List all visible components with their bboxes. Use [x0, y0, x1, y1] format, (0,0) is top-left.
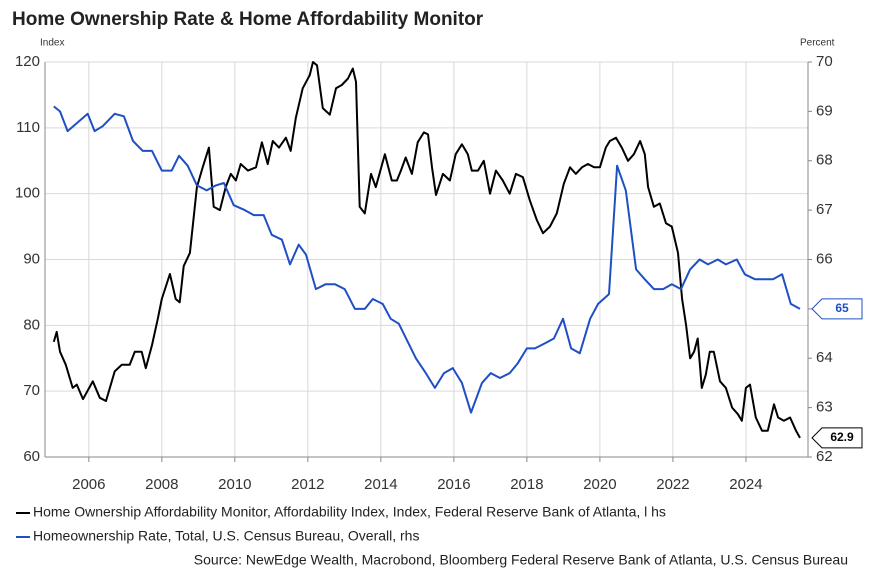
chart-title: Home Ownership Rate & Home Affordability…: [12, 9, 484, 30]
end-label: 65: [835, 301, 849, 315]
y-tick-label: 80: [23, 316, 40, 333]
y-tick-label: 90: [23, 250, 40, 267]
x-tick-label: 2010: [218, 476, 251, 493]
y-axis-label: Index: [40, 38, 64, 49]
x-tick-label: 2008: [145, 476, 178, 493]
y2-tick-label: 68: [816, 152, 833, 169]
x-tick-label: 2016: [437, 476, 470, 493]
x-tick-label: 2014: [364, 476, 397, 493]
legend-label: Homeownership Rate, Total, U.S. Census B…: [33, 528, 419, 544]
y2-tick-label: 66: [816, 250, 833, 267]
source: Source: NewEdge Wealth, Macrobond, Bloom…: [194, 552, 848, 568]
x-tick-label: 2022: [656, 476, 689, 493]
y2-tick-label: 64: [816, 349, 833, 366]
x-tick-label: 2012: [291, 476, 324, 493]
end-label-box: [811, 427, 863, 449]
end-label-box: [811, 298, 863, 320]
y2-tick-label: 70: [816, 53, 833, 70]
y2-axis-label: Percent: [800, 38, 835, 49]
data-line: [52, 61, 801, 439]
y2-tick-label: 69: [816, 102, 833, 119]
y2-tick-label: 62: [816, 448, 833, 465]
x-tick-label: 2006: [72, 476, 105, 493]
x-tick-label: 2024: [729, 476, 762, 493]
y2-tick-label: 63: [816, 399, 833, 416]
end-label: 62.9: [830, 430, 854, 444]
y-tick-label: 60: [23, 448, 40, 465]
y-tick-label: 120: [15, 53, 40, 70]
y-tick-label: 100: [15, 185, 40, 202]
x-tick-label: 2018: [510, 476, 543, 493]
y2-tick-label: 67: [816, 201, 833, 218]
data-line: [53, 105, 801, 414]
y-tick-label: 70: [23, 382, 40, 399]
y-tick-label: 110: [16, 119, 40, 136]
x-tick-label: 2020: [583, 476, 616, 493]
legend-label: Home Ownership Affordability Monitor, Af…: [33, 504, 666, 520]
